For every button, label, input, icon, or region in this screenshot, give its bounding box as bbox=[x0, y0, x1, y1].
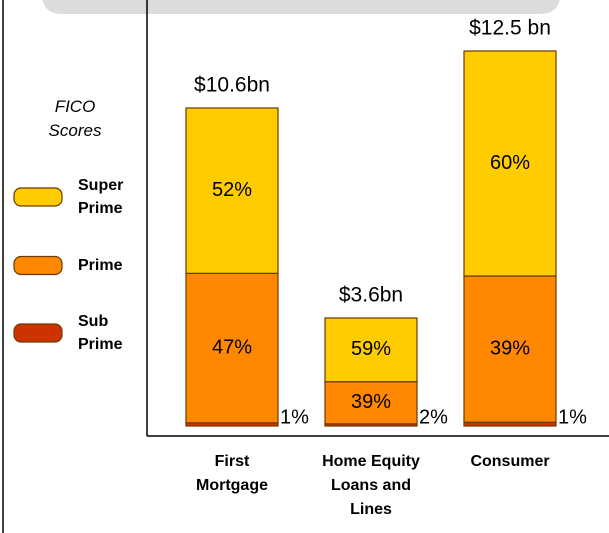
top-banner bbox=[42, 0, 560, 14]
value-label: 2% bbox=[419, 406, 448, 428]
legend-swatch bbox=[13, 323, 63, 343]
total-label: $10.6bn bbox=[194, 74, 270, 97]
total-label: $3.6bn bbox=[339, 284, 403, 307]
x-tick-label: Home Equity Loans and Lines bbox=[322, 453, 420, 518]
legend-label: Sub Prime bbox=[78, 313, 123, 353]
bar-segment bbox=[185, 107, 279, 274]
x-tick-label: Consumer bbox=[470, 453, 550, 470]
legend-label: Super Prime bbox=[78, 177, 124, 217]
bar-segment bbox=[463, 275, 557, 423]
value-label: 39% bbox=[490, 337, 530, 359]
value-label: 60% bbox=[490, 152, 530, 174]
legend-swatch bbox=[13, 187, 63, 207]
legend-swatch bbox=[13, 255, 63, 276]
bar-segment bbox=[463, 50, 557, 277]
legend-title: FICO Scores bbox=[48, 97, 102, 140]
bar-segment bbox=[185, 272, 279, 424]
value-label: 47% bbox=[212, 336, 252, 358]
legend-label: Prime bbox=[78, 257, 123, 274]
bar-segment bbox=[324, 317, 418, 383]
value-label: 1% bbox=[280, 406, 309, 428]
x-tick-label: First Mortgage bbox=[196, 453, 268, 494]
value-label: 52% bbox=[212, 179, 252, 201]
value-label: 39% bbox=[351, 391, 391, 413]
value-label: 59% bbox=[351, 338, 391, 360]
total-label: $12.5 bn bbox=[469, 17, 551, 40]
value-label: 1% bbox=[558, 406, 587, 428]
